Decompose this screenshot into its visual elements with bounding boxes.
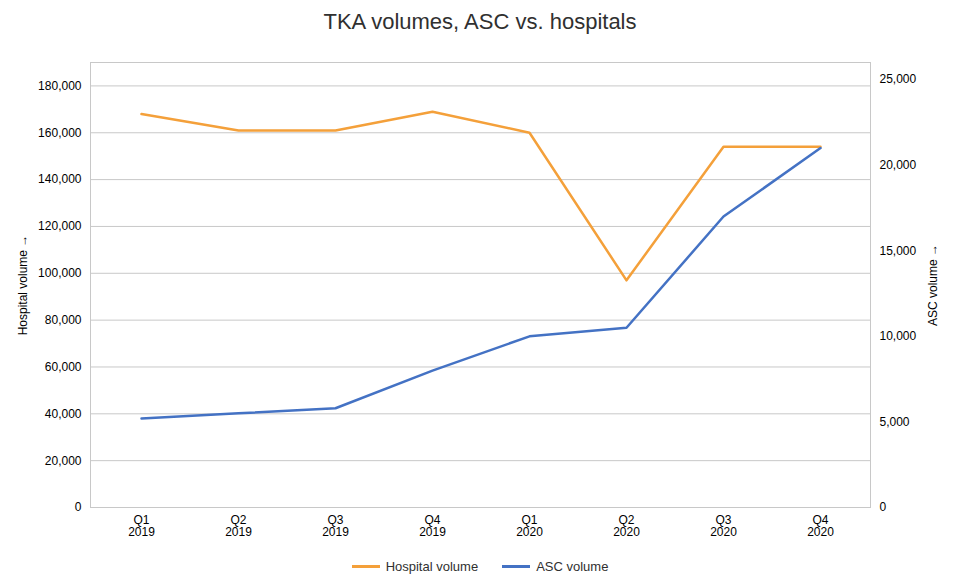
svg-text:100,000: 100,000: [38, 266, 82, 280]
svg-text:25,000: 25,000: [880, 72, 917, 86]
svg-text:20,000: 20,000: [45, 453, 82, 467]
html-text:Hospital volume: Hospital volume: [385, 558, 479, 574]
svg-text:Q12019: Q12019: [128, 513, 155, 539]
svg-text:180,000: 180,000: [38, 79, 82, 93]
svg-text:120,000: 120,000: [38, 219, 82, 233]
svg-text:60,000: 60,000: [45, 360, 82, 374]
svg-text:80,000: 80,000: [45, 313, 82, 327]
svg-text:Q42019: Q42019: [419, 513, 446, 539]
svg-text:Q42020: Q42020: [807, 513, 834, 539]
svg-text:0: 0: [75, 500, 82, 514]
svg-text:0: 0: [880, 500, 887, 514]
svg-text:ASC volume →: ASC volume →: [926, 244, 940, 326]
svg-text:Q32019: Q32019: [322, 513, 349, 539]
svg-text:5,000: 5,000: [880, 415, 910, 429]
svg-text:Q32020: Q32020: [710, 513, 737, 539]
svg-text:20,000: 20,000: [880, 158, 917, 172]
svg-text:140,000: 140,000: [38, 172, 82, 186]
svg-text:Q22019: Q22019: [225, 513, 252, 539]
html-text:ASC volume: ASC volume: [536, 558, 609, 574]
svg-text:10,000: 10,000: [880, 329, 917, 343]
html-text:TKA volumes, ASC vs. hospitals: TKA volumes, ASC vs. hospitals: [323, 9, 637, 34]
svg-text:15,000: 15,000: [880, 244, 917, 258]
svg-text:160,000: 160,000: [38, 126, 82, 140]
svg-text:40,000: 40,000: [45, 407, 82, 421]
svg-text:Q12020: Q12020: [516, 513, 543, 539]
svg-text:Q22020: Q22020: [613, 513, 640, 539]
svg-text:Hospital volume →: Hospital volume →: [16, 235, 30, 336]
